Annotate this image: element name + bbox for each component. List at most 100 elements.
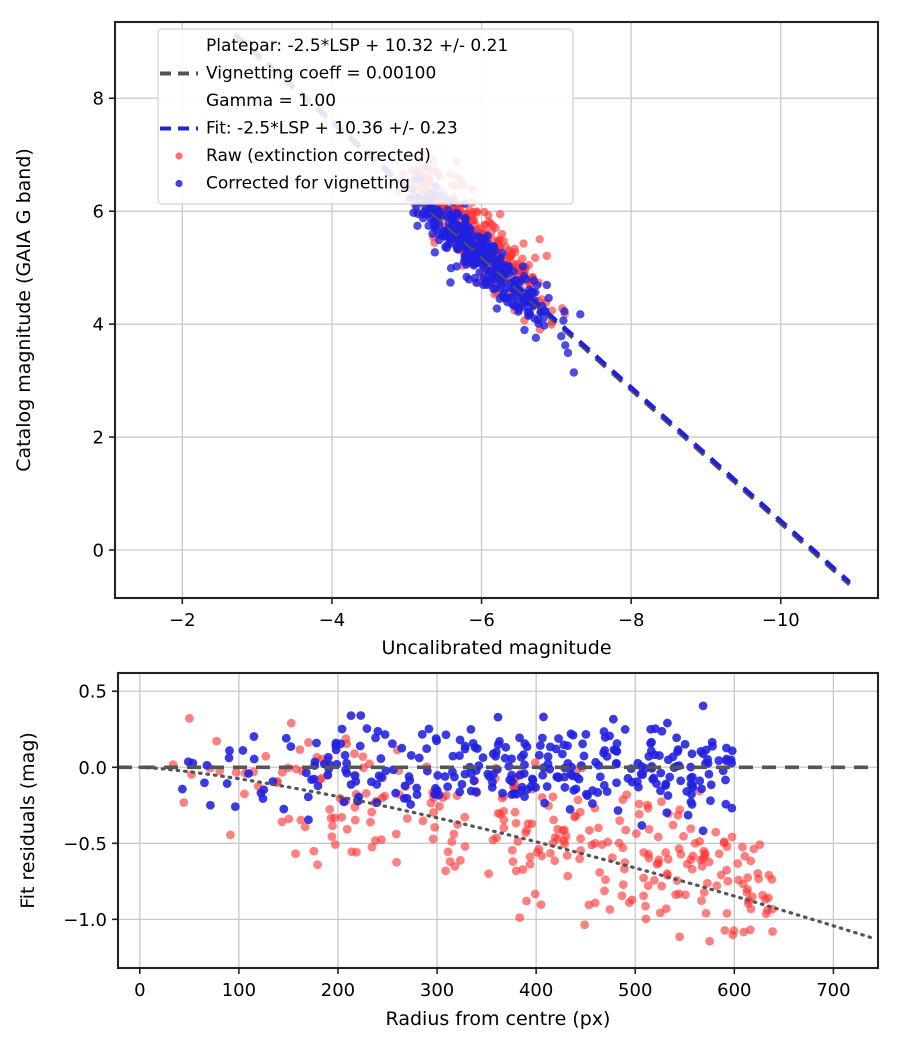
scatter-point xyxy=(571,784,581,794)
scatter-point xyxy=(563,741,572,751)
scatter-point xyxy=(578,739,588,749)
scatter-point xyxy=(249,754,259,764)
scatter-point xyxy=(520,792,529,802)
scatter-point xyxy=(467,210,476,219)
scatter-point xyxy=(535,741,545,750)
scatter-point xyxy=(367,807,377,817)
scatter-point xyxy=(440,211,449,221)
scatter-point xyxy=(590,898,600,908)
scatter-point xyxy=(542,782,552,791)
scatter-point xyxy=(599,780,609,790)
scatter-point xyxy=(588,799,597,808)
scatter-point xyxy=(281,733,291,743)
scatter-point xyxy=(455,751,464,760)
scatter-point xyxy=(536,900,546,910)
scatter-point xyxy=(714,756,724,765)
scatter-point xyxy=(699,888,709,897)
scatter-point xyxy=(460,812,470,822)
scatter-point xyxy=(307,775,316,785)
scatter-point xyxy=(492,304,502,313)
scatter-point xyxy=(671,890,681,900)
scatter-point xyxy=(358,752,368,761)
scatter-point xyxy=(764,870,774,880)
scatter-point xyxy=(224,753,234,763)
scatter-point xyxy=(707,737,717,747)
scatter-point xyxy=(469,776,479,786)
scatter-point xyxy=(445,857,455,866)
scatter-point xyxy=(446,263,456,273)
axes-frame xyxy=(116,671,880,970)
scatter-point xyxy=(391,788,401,798)
scatter-point xyxy=(447,837,457,847)
scatter-series xyxy=(168,713,777,946)
scatter-point xyxy=(561,341,570,350)
scatter-point xyxy=(531,333,541,343)
scatter-point xyxy=(543,752,553,761)
scatter-point xyxy=(563,348,573,358)
scatter-point xyxy=(612,739,622,748)
scatter-point xyxy=(540,798,549,808)
scatter-point xyxy=(535,235,544,244)
scatter-point xyxy=(312,738,321,748)
scatter-point xyxy=(342,824,352,834)
scatter-point xyxy=(620,725,630,734)
scatter-point xyxy=(508,857,518,866)
scatter-point xyxy=(663,791,673,800)
scatter-point xyxy=(342,768,352,778)
scatter-point xyxy=(472,787,481,797)
scatter-point xyxy=(177,784,187,794)
scatter-point xyxy=(719,837,729,847)
scatter-point xyxy=(576,834,586,843)
x-tick-label: 700 xyxy=(816,980,850,1001)
scatter-point xyxy=(499,288,509,297)
scatter-point xyxy=(657,726,667,736)
scatter-point xyxy=(286,742,296,751)
scatter-point xyxy=(563,871,573,881)
scatter-point xyxy=(712,881,722,891)
scatter-point xyxy=(521,275,531,284)
legend-label: Gamma = 1.00 xyxy=(206,91,336,111)
scatter-point xyxy=(468,738,478,748)
scatter-point xyxy=(452,242,461,251)
scatter-point xyxy=(740,851,750,861)
scatter-point xyxy=(441,242,450,252)
scatter-point xyxy=(560,307,569,316)
scatter-point xyxy=(568,730,578,740)
scatter-point xyxy=(594,760,604,770)
scatter-point xyxy=(327,832,337,842)
scatter-point xyxy=(727,758,736,768)
x-tick-label: 500 xyxy=(618,980,652,1001)
scatter-point xyxy=(510,807,520,817)
scatter-point xyxy=(249,732,259,741)
scatter-point xyxy=(662,808,672,817)
scatter-point xyxy=(304,738,313,747)
scatter-point xyxy=(701,745,711,755)
scatter-point xyxy=(641,914,651,924)
scatter-point xyxy=(581,730,591,739)
x-tick-label: 100 xyxy=(222,980,256,1001)
scatter-point xyxy=(538,770,548,780)
panel-fit-residuals: 0 100 200 300 400 500 600 700 0.5 0.0 −0.5 −1.0 Radi… xyxy=(17,671,880,1030)
scatter-point xyxy=(530,758,540,768)
scatter-point xyxy=(534,750,544,760)
scatter-point xyxy=(434,802,444,811)
scatter-point xyxy=(613,806,623,815)
scatter-point xyxy=(687,749,697,759)
scatter-point xyxy=(620,864,629,874)
scatter-point xyxy=(455,787,465,797)
scatter-point xyxy=(695,837,705,846)
scatter-point xyxy=(498,788,507,798)
scatter-point xyxy=(313,781,323,791)
scatter-point xyxy=(701,908,711,918)
scatter-point xyxy=(484,211,493,220)
scatter-point xyxy=(505,251,514,261)
scatter-point xyxy=(754,874,763,884)
scatter-point xyxy=(486,219,496,228)
scatter-point xyxy=(518,865,528,874)
y-tick-label: 4 xyxy=(93,315,104,336)
scatter-point xyxy=(424,221,433,230)
scatter-point xyxy=(404,772,414,781)
scatter-point xyxy=(554,734,563,743)
scatter-point xyxy=(499,815,509,825)
scatter-point xyxy=(350,815,360,825)
